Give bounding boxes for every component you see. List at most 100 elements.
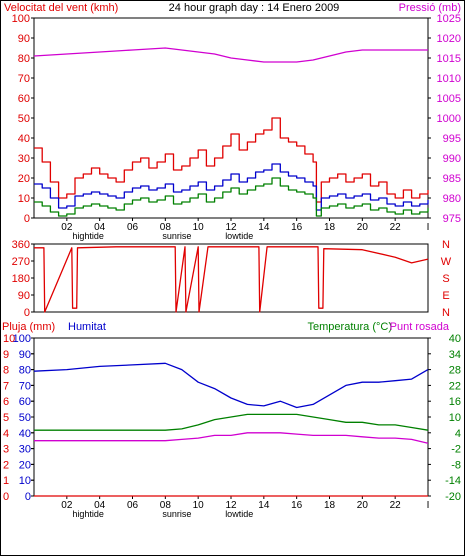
wind-x-label: 02	[61, 222, 73, 233]
pressure-label: Pressió (mb)	[399, 2, 461, 14]
pressure-y-tick-label: 980	[443, 193, 461, 205]
pressure-y-tick-label: 975	[443, 213, 461, 225]
direction-y-tick-label: 360	[12, 239, 30, 251]
humidity-y-tick-label: 30	[19, 444, 31, 456]
temperature-y-tick-label: 16	[449, 396, 461, 408]
wind-average-line	[34, 163, 429, 211]
rain-y-tick-label: 2	[3, 459, 9, 471]
wind-x-label: 04	[94, 222, 106, 233]
plots-layer: 1009080706050403020100102510201015101010…	[3, 13, 461, 519]
wind-y-tick-label: 50	[18, 113, 30, 125]
compass-label: E	[442, 290, 449, 302]
pressure-y-tick-label: 1010	[437, 73, 461, 85]
direction-y-tick-label: 90	[18, 290, 30, 302]
wind-y-tick-label: 20	[18, 173, 30, 185]
temperature-y-tick-label: -2	[451, 444, 461, 456]
compass-label: N	[442, 307, 450, 319]
climate-x-label: 16	[291, 500, 303, 511]
temperature-y-tick-label: -14	[445, 475, 461, 487]
pressure-y-tick-label: 1015	[437, 53, 461, 65]
climate-x-label: 14	[258, 500, 270, 511]
temperature-y-tick-label: 10	[449, 412, 461, 424]
humidity-y-tick-label: 50	[19, 412, 31, 424]
wind-x-label: 08	[160, 222, 172, 233]
pressure-line	[33, 47, 428, 63]
wind-x-label: 16	[291, 222, 303, 233]
wind-y-tick-label: 0	[24, 213, 30, 225]
rain-y-tick-label: 7	[3, 380, 9, 392]
wind-y-tick-label: 40	[18, 133, 30, 145]
temperature-y-tick-label: 40	[449, 333, 461, 345]
climate-x-label: 20	[357, 500, 369, 511]
wind-x-label: 20	[357, 222, 369, 233]
wind-event-lowtide: lowtide	[225, 231, 253, 241]
pressure-y-tick-label: 1000	[437, 113, 461, 125]
wind-x-label: 10	[193, 222, 205, 233]
humidity-y-tick-label: 40	[19, 428, 31, 440]
wind-y-tick-label: 10	[18, 193, 30, 205]
humidity-y-tick-label: 60	[19, 396, 31, 408]
climate-x-end-label: I	[427, 500, 430, 511]
direction-y-tick-label: 270	[12, 256, 30, 268]
wind-minimum-line	[34, 177, 429, 217]
humidity-y-tick-label: 80	[19, 365, 31, 377]
rain-label: Pluja (mm)	[2, 321, 55, 333]
climate-x-label: 18	[324, 500, 336, 511]
temperature-y-tick-label: 34	[449, 349, 461, 361]
wind-x-label: 22	[390, 222, 402, 233]
wind-y-tick-label: 70	[18, 73, 30, 85]
wind-x-label: 18	[324, 222, 336, 233]
pressure-y-tick-label: 990	[443, 153, 461, 165]
wind-x-end-label: I	[427, 222, 430, 233]
rain-y-tick-label: 6	[3, 396, 9, 408]
compass-label: N	[442, 239, 450, 251]
rain-y-tick-label: 0	[3, 491, 9, 503]
temperature-y-tick-label: 28	[449, 365, 461, 377]
direction-y-tick-label: 180	[12, 273, 30, 285]
pressure-y-tick-label: 1005	[437, 93, 461, 105]
wind-event-sunrise: sunrise	[162, 231, 191, 241]
wind-y-tick-label: 30	[18, 153, 30, 165]
humidity-y-tick-label: 90	[19, 349, 31, 361]
compass-label: S	[442, 273, 449, 285]
temperature-y-tick-label: 22	[449, 380, 461, 392]
humidity-y-tick-label: 10	[19, 475, 31, 487]
humidity-y-tick-label: 20	[19, 459, 31, 471]
direction-y-tick-label: 0	[24, 307, 30, 319]
rain-y-tick-label: 3	[3, 444, 9, 456]
rain-y-tick-label: 9	[3, 349, 9, 361]
humidity-label: Humitat	[68, 321, 106, 333]
temperature-label: Temperatura (°C)	[308, 321, 392, 333]
dewpoint-line	[34, 432, 429, 444]
climate-x-label: 02	[61, 500, 73, 511]
rain-y-tick-label: 4	[3, 428, 9, 440]
humidity-line	[33, 362, 429, 409]
rain-y-tick-label: 10	[3, 333, 15, 345]
wind-event-hightide: hightide	[72, 231, 104, 241]
climate-event-sunrise: sunrise	[162, 509, 191, 519]
climate-x-label: 12	[225, 500, 237, 511]
wind-x-label: 14	[258, 222, 270, 233]
pressure-y-tick-label: 1025	[437, 13, 461, 25]
wind-y-tick-label: 90	[18, 33, 30, 45]
wind-x-label: 12	[225, 222, 237, 233]
pressure-y-tick-label: 1020	[437, 33, 461, 45]
rain-y-tick-label: 8	[3, 365, 9, 377]
humidity-y-tick-label: 100	[13, 333, 31, 345]
climate-event-hightide: hightide	[72, 509, 104, 519]
rain-y-tick-label: 1	[3, 475, 9, 487]
temperature-line	[34, 413, 429, 431]
temperature-y-tick-label: -8	[451, 459, 461, 471]
pressure-y-tick-label: 995	[443, 133, 461, 145]
wind-y-tick-label: 100	[12, 13, 30, 25]
graph-title: 24 hour graph day : 14 Enero 2009	[169, 2, 340, 14]
temperature-y-tick-label: -20	[445, 491, 461, 503]
compass-label: W	[441, 256, 452, 268]
climate-x-label: 10	[193, 500, 205, 511]
wind-speed-label: Velocitat del vent (kmh)	[4, 2, 118, 14]
pressure-y-tick-label: 985	[443, 173, 461, 185]
wind-gust-line	[34, 117, 429, 203]
